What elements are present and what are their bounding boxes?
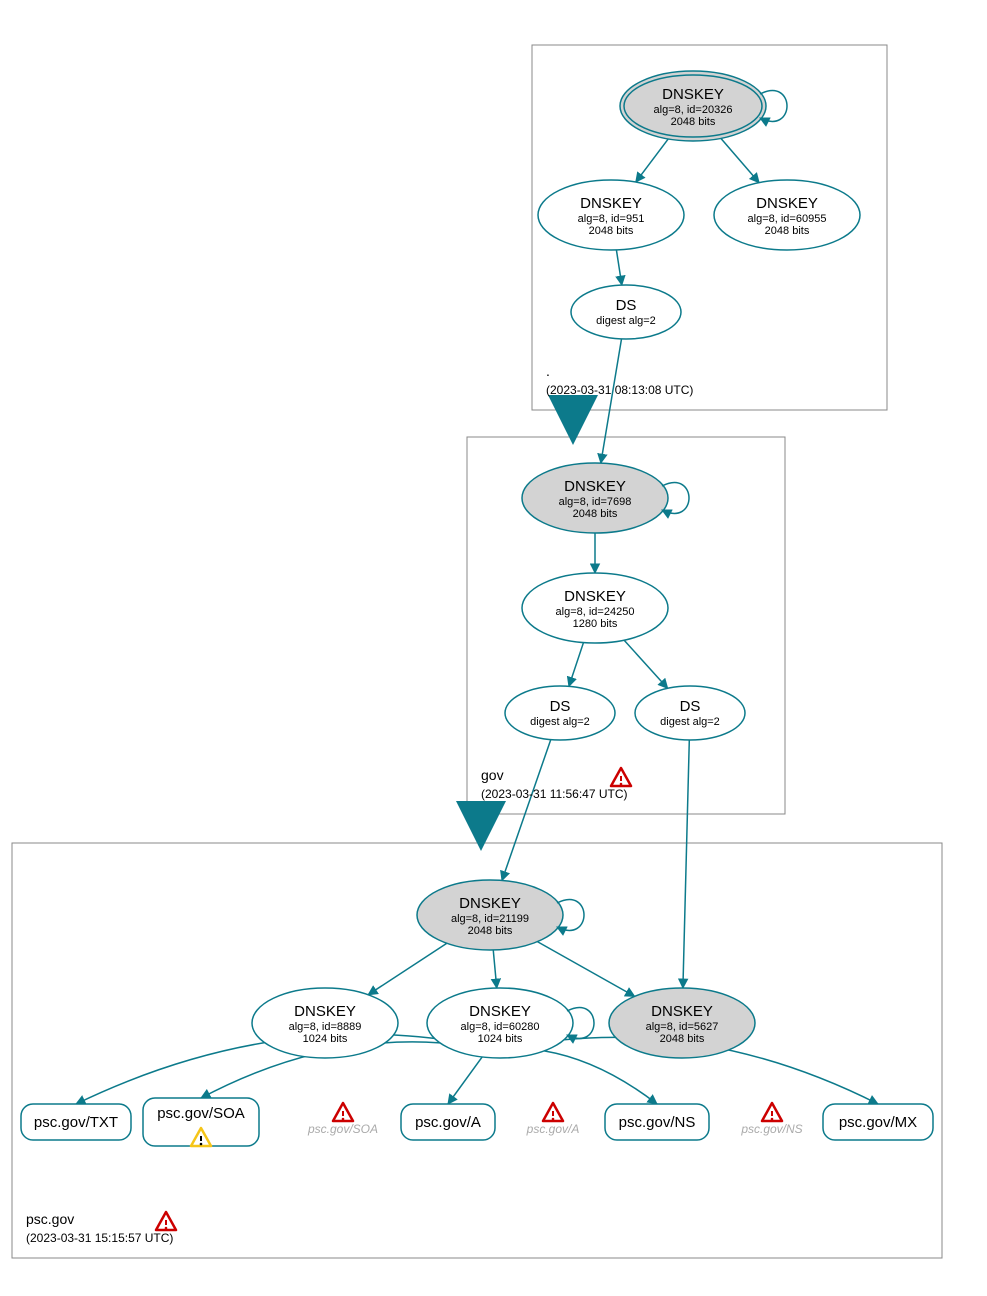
svg-text:2048 bits: 2048 bits	[671, 116, 716, 128]
zone-timestamp: (2023-03-31 11:56:47 UTC)	[481, 787, 628, 801]
svg-text:alg=8, id=60955: alg=8, id=60955	[748, 213, 827, 225]
svg-text:2048 bits: 2048 bits	[468, 925, 513, 937]
edge	[569, 643, 584, 687]
node-gov_ds2: DSdigest alg=2	[635, 686, 745, 740]
node-root_zsk2: DNSKEYalg=8, id=609552048 bits	[714, 180, 860, 250]
svg-text:digest alg=2: digest alg=2	[530, 716, 590, 728]
svg-text:psc.gov/SOA: psc.gov/SOA	[157, 1105, 245, 1122]
svg-text:DNSKEY: DNSKEY	[469, 1003, 531, 1020]
zone-warning-icon	[156, 1212, 176, 1230]
svg-text:alg=8, id=20326: alg=8, id=20326	[654, 104, 733, 116]
edge	[636, 139, 668, 182]
svg-text:DNSKEY: DNSKEY	[756, 195, 818, 212]
node-psc_ksk2: DNSKEYalg=8, id=56272048 bits	[609, 988, 755, 1058]
zone-timestamp: (2023-03-31 08:13:08 UTC)	[546, 383, 693, 397]
edge	[502, 740, 551, 881]
svg-text:alg=8, id=8889: alg=8, id=8889	[289, 1021, 362, 1033]
svg-text:1024 bits: 1024 bits	[478, 1033, 523, 1045]
edge	[368, 943, 447, 995]
node-rr_a_ghost: psc.gov/A	[526, 1103, 580, 1136]
zone-label: gov	[481, 767, 504, 783]
node-rr_a: psc.gov/A	[401, 1104, 495, 1140]
svg-text:DS: DS	[616, 297, 637, 314]
edge	[624, 640, 668, 688]
node-root_zsk1: DNSKEYalg=8, id=9512048 bits	[538, 180, 684, 250]
svg-text:psc.gov/TXT: psc.gov/TXT	[34, 1114, 118, 1131]
svg-text:DNSKEY: DNSKEY	[564, 478, 626, 495]
node-rr_soa_ghost: psc.gov/SOA	[307, 1103, 378, 1136]
svg-text:alg=8, id=21199: alg=8, id=21199	[451, 913, 529, 925]
svg-text:psc.gov/A: psc.gov/A	[526, 1122, 580, 1136]
svg-text:DNSKEY: DNSKEY	[294, 1003, 356, 1020]
svg-text:1024 bits: 1024 bits	[303, 1033, 348, 1045]
svg-text:psc.gov/NS: psc.gov/NS	[740, 1122, 802, 1136]
svg-text:2048 bits: 2048 bits	[573, 508, 618, 520]
node-psc_zsk2: DNSKEYalg=8, id=602801024 bits	[427, 988, 594, 1058]
svg-text:1280 bits: 1280 bits	[573, 618, 618, 630]
node-rr_soa: psc.gov/SOA	[143, 1098, 259, 1146]
red-warning-icon	[333, 1103, 353, 1121]
svg-text:2048 bits: 2048 bits	[660, 1033, 705, 1045]
edge	[601, 339, 622, 463]
svg-text:DNSKEY: DNSKEY	[459, 895, 521, 912]
edge	[544, 1051, 657, 1104]
svg-text:DS: DS	[680, 698, 701, 715]
node-rr_ns: psc.gov/NS	[605, 1104, 709, 1140]
svg-text:alg=8, id=24250: alg=8, id=24250	[556, 606, 635, 618]
svg-text:psc.gov/A: psc.gov/A	[415, 1114, 481, 1131]
zone-label: psc.gov	[26, 1211, 74, 1227]
svg-text:alg=8, id=7698: alg=8, id=7698	[559, 496, 632, 508]
node-rr_txt: psc.gov/TXT	[21, 1104, 131, 1140]
node-psc_zsk1: DNSKEYalg=8, id=88891024 bits	[252, 988, 398, 1058]
node-gov_zsk: DNSKEYalg=8, id=242501280 bits	[522, 573, 668, 643]
node-root_ksk: DNSKEYalg=8, id=203262048 bits	[620, 71, 787, 141]
dnssec-diagram: DNSKEYalg=8, id=203262048 bitsDNSKEYalg=…	[0, 0, 987, 1296]
red-warning-icon	[762, 1103, 782, 1121]
svg-text:DNSKEY: DNSKEY	[580, 195, 642, 212]
red-warning-icon	[543, 1103, 563, 1121]
node-rr_ns_ghost: psc.gov/NS	[740, 1103, 802, 1136]
svg-text:alg=8, id=951: alg=8, id=951	[578, 213, 645, 225]
svg-text:DNSKEY: DNSKEY	[564, 588, 626, 605]
svg-text:alg=8, id=5627: alg=8, id=5627	[646, 1021, 719, 1033]
edge	[448, 1057, 482, 1104]
node-root_ds: DSdigest alg=2	[571, 285, 681, 339]
svg-text:DS: DS	[550, 698, 571, 715]
node-rr_mx: psc.gov/MX	[823, 1104, 933, 1140]
node-psc_ksk: DNSKEYalg=8, id=211992048 bits	[417, 880, 584, 950]
svg-text:psc.gov/MX: psc.gov/MX	[839, 1114, 917, 1131]
svg-text:2048 bits: 2048 bits	[589, 225, 634, 237]
edge	[683, 740, 689, 988]
node-gov_ds1: DSdigest alg=2	[505, 686, 615, 740]
zone-label: .	[546, 363, 550, 379]
zone-warning-icon	[611, 768, 631, 786]
node-gov_ksk: DNSKEYalg=8, id=76982048 bits	[522, 463, 689, 533]
svg-text:digest alg=2: digest alg=2	[596, 315, 656, 327]
svg-text:psc.gov/NS: psc.gov/NS	[619, 1114, 696, 1131]
svg-text:digest alg=2: digest alg=2	[660, 716, 720, 728]
zone-timestamp: (2023-03-31 15:15:57 UTC)	[26, 1231, 173, 1245]
svg-text:DNSKEY: DNSKEY	[651, 1003, 713, 1020]
edge	[493, 950, 497, 988]
svg-text:2048 bits: 2048 bits	[765, 225, 810, 237]
edge	[537, 942, 634, 997]
edge	[616, 250, 621, 285]
svg-text:DNSKEY: DNSKEY	[662, 86, 724, 103]
svg-text:alg=8, id=60280: alg=8, id=60280	[461, 1021, 540, 1033]
edge	[721, 138, 759, 182]
svg-text:psc.gov/SOA: psc.gov/SOA	[307, 1122, 378, 1136]
